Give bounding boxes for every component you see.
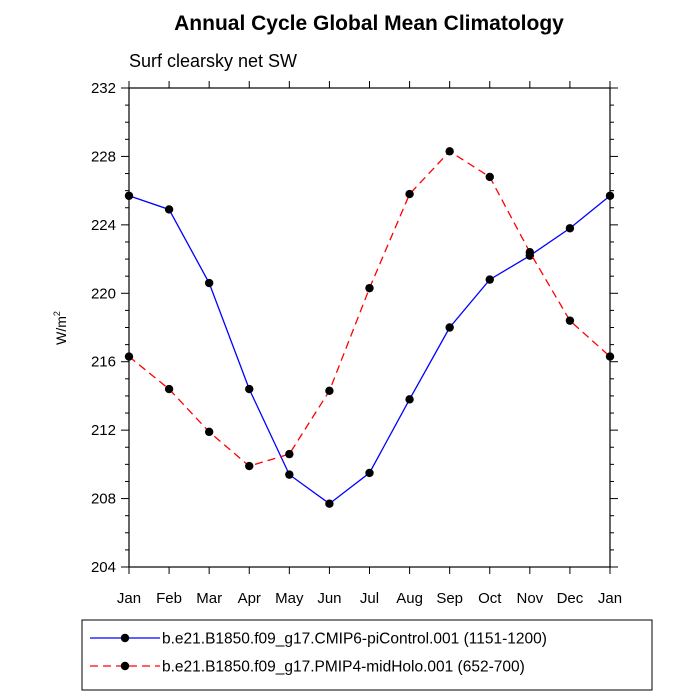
y-axis-label-superscript: 2 [52, 311, 62, 316]
x-tick-label: May [275, 590, 304, 607]
x-tick-label: Jul [360, 590, 379, 607]
plot-frame [128, 87, 611, 568]
legend-box [81, 619, 653, 691]
x-tick-label: Feb [156, 590, 182, 607]
data-point-series-1 [565, 224, 575, 233]
data-point-series-1 [485, 275, 494, 284]
data-point-series-1 [325, 499, 334, 508]
data-point-series-1 [164, 205, 174, 214]
chart-title: Annual Cycle Global Mean Climatology [174, 12, 564, 35]
data-point-series-2 [525, 248, 535, 257]
data-point-series-2 [485, 172, 494, 182]
plot-area: 204 208 212 216 220 224 228 232 Jan Feb Mar Apr May J… [91, 80, 622, 607]
x-tick-label: Nov [516, 590, 543, 607]
series-line-1 [128, 195, 611, 505]
legend-label-2: b.e21.B1850.f09_g17.PMIP4-midHolo.001 (6… [162, 659, 525, 676]
data-point-series-2 [565, 316, 575, 325]
x-tick-label: Oct [478, 590, 502, 607]
y-tick-label: 224 [91, 217, 116, 234]
x-tick-label: Apr [238, 590, 261, 607]
x-tick-label: Jan [117, 590, 141, 607]
x-tick-label: Aug [396, 590, 423, 607]
x-tick-label: Jan [598, 590, 622, 607]
data-point-series-1 [365, 468, 374, 478]
y-axis-label-unit: W/m [53, 316, 69, 345]
data-point-series-2 [325, 386, 334, 395]
data-point-series-1 [285, 470, 294, 479]
y-tick-label: 208 [91, 491, 116, 508]
data-point-series-1 [605, 191, 615, 200]
data-point-series-1 [245, 384, 254, 394]
data-point-series-2 [124, 352, 134, 361]
data-point-series-2 [164, 384, 174, 394]
y-axis-label: W/m2 [52, 311, 69, 345]
data-point-series-1 [124, 191, 134, 200]
legend: b.e21.B1850.f09_g17.CMIP6-piControl.001 … [81, 619, 653, 691]
legend-label-1: b.e21.B1850.f09_g17.CMIP6-piControl.001 … [162, 631, 547, 648]
data-point-series-1 [445, 323, 454, 332]
data-point-series-2 [445, 147, 454, 156]
chart-subtitle: Surf clearsky net SW [129, 51, 297, 71]
y-tick-label: 212 [91, 422, 116, 439]
y-tick-label: 220 [91, 285, 116, 302]
y-tick-label: 216 [91, 354, 116, 371]
data-point-series-2 [285, 449, 294, 459]
legend-marker-2 [120, 661, 130, 671]
data-point-series-2 [245, 461, 254, 471]
x-tick-label: Sep [436, 590, 463, 607]
x-tick-label: Dec [557, 590, 584, 607]
series-line-2 [128, 150, 611, 467]
legend-marker-1 [120, 633, 130, 643]
x-tick-label: Mar [196, 590, 222, 607]
data-point-series-2 [204, 427, 214, 437]
y-tick-label: 232 [91, 80, 116, 97]
data-point-series-1 [405, 395, 414, 404]
data-point-series-2 [365, 283, 374, 293]
data-point-series-2 [405, 189, 414, 199]
data-point-series-2 [605, 352, 615, 361]
y-tick-label: 228 [91, 148, 116, 165]
y-tick-label: 204 [91, 559, 116, 576]
x-tick-label: Jun [317, 590, 341, 607]
data-point-series-1 [204, 278, 214, 288]
